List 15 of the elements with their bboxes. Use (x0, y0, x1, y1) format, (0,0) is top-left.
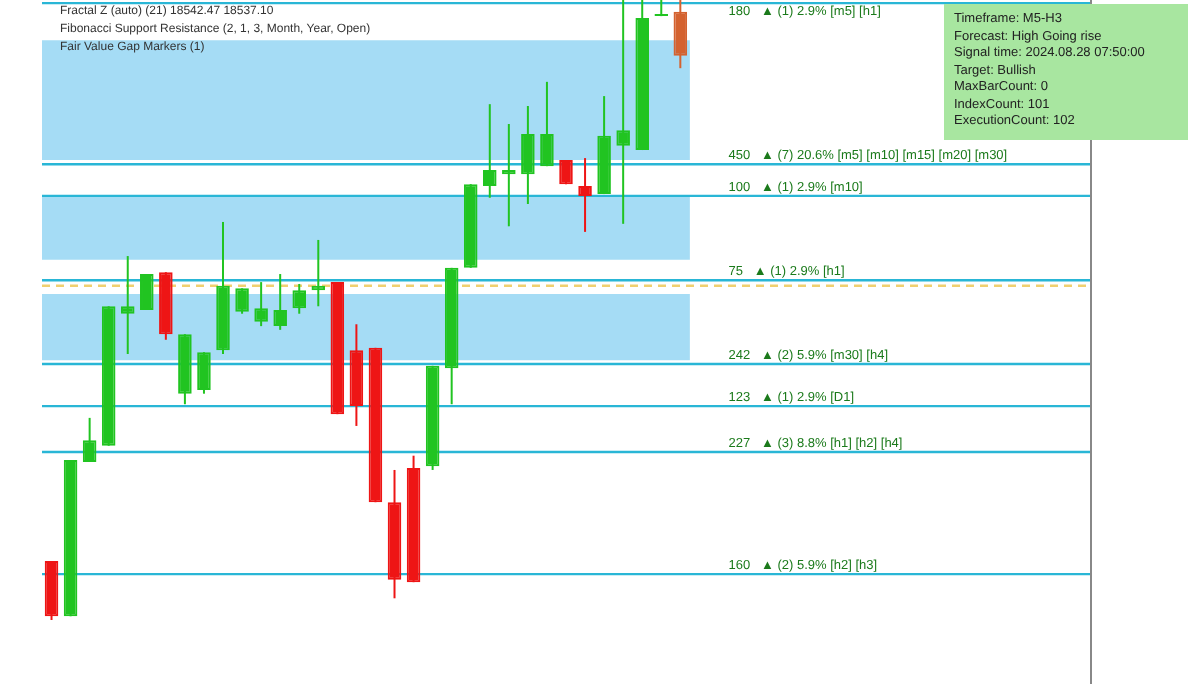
candlestick (82, 416, 97, 463)
candlestick (254, 281, 268, 328)
candlestick (197, 351, 211, 395)
candlestick (540, 80, 554, 168)
candlestick (292, 282, 307, 315)
candlestick (235, 287, 249, 315)
candlestick (521, 105, 535, 205)
candlestick (654, 0, 669, 18)
candlestick (578, 157, 592, 233)
candlestick (140, 274, 154, 310)
candlestick (120, 255, 135, 356)
candlestick (673, 0, 688, 70)
candlestick (482, 103, 497, 199)
candlestick (273, 273, 287, 331)
candlestick (616, 0, 630, 225)
